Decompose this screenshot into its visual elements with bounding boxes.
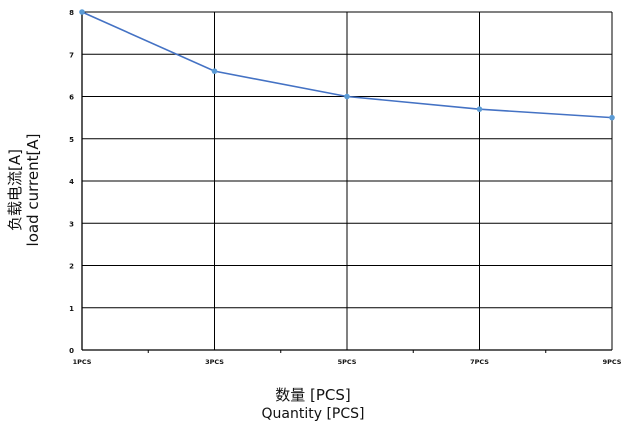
axes (81, 12, 612, 353)
y-tick-label: 3 (69, 220, 74, 228)
x-tick-label: 1PCS (73, 358, 92, 366)
x-axis-label-cn: 数量 [PCS] (275, 386, 351, 404)
x-tick-labels: 1PCS 3PCS 5PCS 7PCS 9PCS (73, 358, 622, 366)
y-tick-label: 1 (69, 305, 74, 313)
data-point (476, 106, 483, 112)
y-tick-label: 7 (69, 51, 74, 59)
data-point (609, 114, 615, 121)
y-tick-label: 8 (69, 9, 74, 17)
y-axis-label: 负载电流[A] load current[A] (6, 90, 66, 290)
x-axis-label-en: Quantity [PCS] (261, 406, 365, 422)
series-layer (79, 9, 615, 121)
y-axis-label-cn: 负载电流[A] (6, 149, 24, 231)
y-tick-label: 6 (69, 94, 74, 102)
y-tick-labels: 0 1 2 3 4 5 6 7 8 (69, 9, 74, 355)
y-tick-label: 5 (69, 136, 74, 144)
grid-lines (81, 11, 613, 351)
x-tick-label: 3PCS (205, 358, 224, 366)
y-tick-label: 0 (69, 347, 74, 355)
y-tick-label: 2 (69, 263, 74, 271)
y-axis-label-en: load current[A] (24, 133, 42, 247)
x-tick-label: 7PCS (470, 358, 489, 366)
data-point (211, 68, 218, 74)
data-point (79, 9, 85, 15)
data-point (344, 93, 350, 100)
x-tick-label: 5PCS (338, 358, 357, 366)
x-tick-label: 9PCS (603, 358, 622, 366)
y-tick-label: 4 (69, 178, 74, 186)
